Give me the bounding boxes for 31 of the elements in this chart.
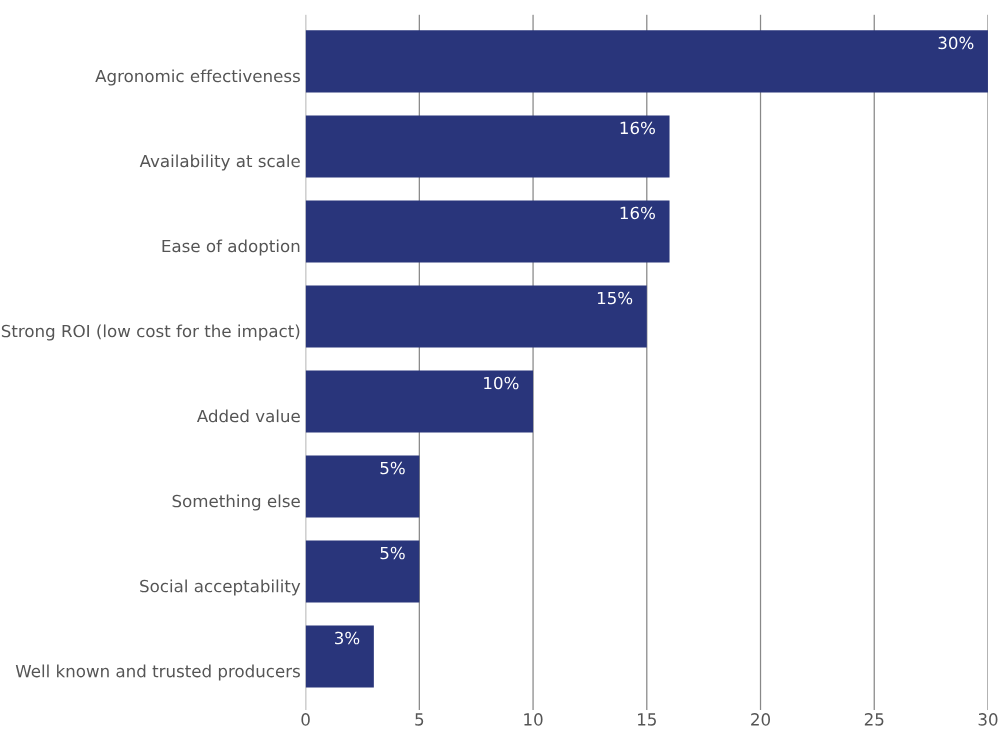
y-tick-label: Added value [196, 409, 300, 423]
bar [305, 30, 988, 93]
bar [305, 455, 420, 518]
x-tick-label: 15 [638, 713, 656, 726]
y-tick-label: Ease of adoption [162, 239, 300, 256]
x-tick-label: 5 [415, 713, 424, 726]
y-tick-label: Strong ROI (low cost for the impact) [1, 324, 300, 341]
data-label: 30% [938, 36, 974, 50]
data-label: 16% [620, 121, 655, 135]
y-tick-label: Agronomic effectiveness [95, 69, 300, 86]
x-tick-label: 0 [301, 713, 310, 726]
bar [305, 625, 374, 688]
data-label: 3% [335, 631, 360, 645]
y-tick-label: Social acceptability [140, 579, 301, 596]
bar [305, 285, 647, 348]
bar [305, 115, 670, 178]
y-tick-label: Something else [172, 494, 300, 511]
x-tick-label: 25 [864, 713, 884, 726]
y-tick-label: Availability at scale [139, 154, 300, 171]
data-label: 15% [597, 291, 633, 305]
data-label: 16% [620, 206, 655, 220]
x-tick-label: 20 [751, 713, 771, 726]
bar [305, 200, 670, 263]
x-tick-label: 10 [524, 713, 543, 726]
data-label: 5% [380, 461, 405, 475]
data-label: 5% [380, 546, 405, 560]
y-tick-label: Well known and trusted producers [15, 664, 300, 681]
bar [305, 540, 420, 603]
data-label: 10% [484, 376, 519, 390]
bar [305, 370, 534, 433]
x-tick-label: 30 [978, 713, 998, 726]
